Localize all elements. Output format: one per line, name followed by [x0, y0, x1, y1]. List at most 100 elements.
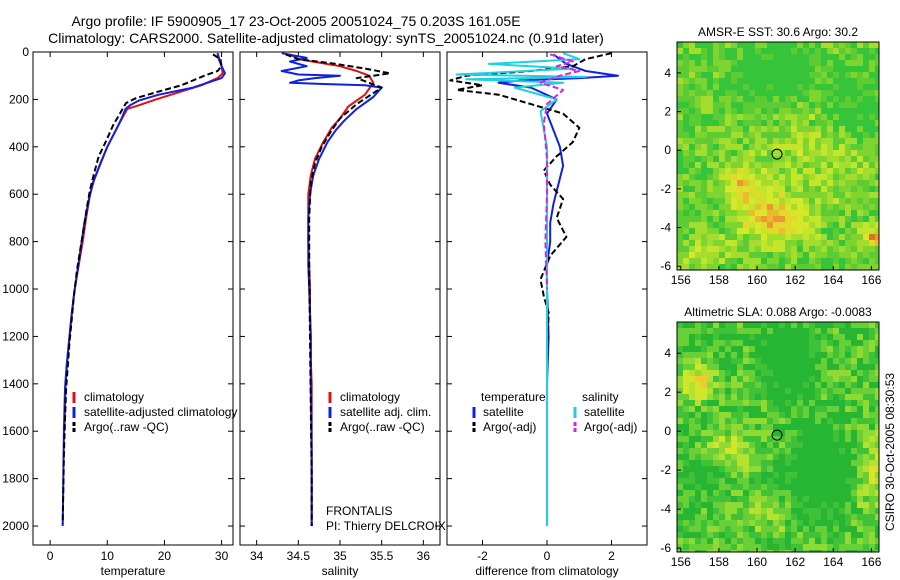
heatmap-cell: [773, 328, 779, 334]
heatmap-cell: [713, 442, 719, 448]
heatmap-cell: [707, 174, 713, 180]
heatmap-cell: [863, 54, 869, 60]
heatmap-cell: [725, 138, 731, 144]
heatmap-cell: [743, 114, 749, 120]
heatmap-cell: [755, 96, 761, 102]
heatmap-cell: [875, 240, 879, 246]
heatmap-cell: [869, 454, 875, 460]
heatmap-cell: [863, 364, 869, 370]
heatmap-cell: [713, 550, 719, 552]
heatmap-cell: [695, 114, 701, 120]
heatmap-cell: [725, 472, 731, 478]
heatmap-cell: [755, 174, 761, 180]
heatmap-cell: [857, 508, 863, 514]
heatmap-cell: [863, 228, 869, 234]
heatmap-cell: [815, 42, 821, 48]
heatmap-cell: [839, 442, 845, 448]
heatmap-cell: [713, 418, 719, 424]
heatmap-cell: [839, 222, 845, 228]
heatmap-cell: [683, 246, 689, 252]
heatmap-cell: [719, 156, 725, 162]
heatmap-cell: [743, 370, 749, 376]
heatmap-cell: [797, 454, 803, 460]
heatmap-cell: [731, 168, 737, 174]
heatmap-cell: [677, 526, 683, 532]
heatmap-cell: [779, 484, 785, 490]
heatmap-cell: [767, 502, 773, 508]
heatmap-cell: [737, 192, 743, 198]
heatmap-cell: [785, 246, 791, 252]
heatmap-cell: [767, 484, 773, 490]
heatmap-cell: [713, 60, 719, 66]
heatmap-cell: [689, 538, 695, 544]
heatmap-cell: [713, 490, 719, 496]
heatmap-cell: [791, 448, 797, 454]
heatmap-cell: [701, 222, 707, 228]
heatmap-cell: [791, 192, 797, 198]
heatmap-cell: [701, 514, 707, 520]
heatmap-cell: [797, 162, 803, 168]
heatmap-cell: [695, 448, 701, 454]
heatmap-cell: [701, 436, 707, 442]
heatmap-cell: [827, 334, 833, 340]
heatmap-cell: [785, 418, 791, 424]
heatmap-cell: [779, 466, 785, 472]
heatmap-cell: [869, 448, 875, 454]
heatmap-cell: [767, 126, 773, 132]
heatmap-cell: [713, 472, 719, 478]
heatmap-cell: [797, 484, 803, 490]
heatmap-cell: [821, 54, 827, 60]
heatmap-cell: [779, 84, 785, 90]
heatmap-cell: [869, 460, 875, 466]
heatmap-cell: [755, 448, 761, 454]
heatmap-cell: [713, 252, 719, 258]
heatmap-cell: [809, 48, 815, 54]
heatmap-cell: [809, 252, 815, 258]
heatmap-cell: [725, 240, 731, 246]
heatmap-cell: [707, 138, 713, 144]
heatmap-cell: [713, 156, 719, 162]
map-frame: [676, 321, 880, 553]
heatmap-cell: [767, 192, 773, 198]
heatmap-cell: [713, 114, 719, 120]
heatmap-cell: [851, 424, 857, 430]
heatmap-cell: [677, 442, 683, 448]
heatmap-cell: [737, 150, 743, 156]
heatmap-cell: [755, 252, 761, 258]
heatmap-cell: [779, 258, 785, 264]
heatmap-cell: [851, 412, 857, 418]
heatmap-cell: [821, 526, 827, 532]
heatmap-cell: [803, 364, 809, 370]
heatmap-cell: [773, 508, 779, 514]
heatmap-cell: [815, 424, 821, 430]
heatmap-cell: [815, 382, 821, 388]
heatmap-cell: [809, 90, 815, 96]
heatmap-cell: [833, 412, 839, 418]
heatmap-cell: [707, 234, 713, 240]
heatmap-cell: [755, 550, 761, 552]
heatmap-cell: [827, 72, 833, 78]
heatmap-cell: [761, 180, 767, 186]
heatmap-cell: [713, 240, 719, 246]
y-tick-label: 0: [22, 45, 29, 59]
legend-label: Argo(..raw -QC): [84, 420, 169, 434]
heatmap-cell: [869, 412, 875, 418]
heatmap-cell: [827, 466, 833, 472]
heatmap-cell: [863, 198, 869, 204]
heatmap-cell: [749, 228, 755, 234]
heatmap-cell: [773, 466, 779, 472]
heatmap-cell: [755, 144, 761, 150]
heatmap-cell: [683, 424, 689, 430]
x-tick-label: 10: [101, 549, 115, 563]
heatmap-cell: [689, 72, 695, 78]
heatmap-cell: [845, 192, 851, 198]
heatmap-cell: [809, 448, 815, 454]
heatmap-cell: [737, 400, 743, 406]
heatmap-cell: [689, 114, 695, 120]
heatmap-cell: [725, 448, 731, 454]
heatmap-cell: [707, 448, 713, 454]
heatmap-cell: [773, 460, 779, 466]
heatmap-cell: [869, 252, 875, 258]
heatmap-cell: [689, 346, 695, 352]
